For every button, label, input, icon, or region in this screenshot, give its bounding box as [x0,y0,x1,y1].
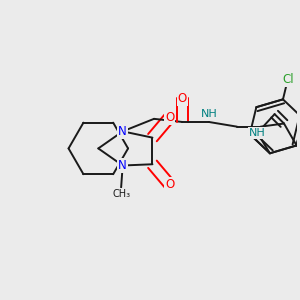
Text: NH: NH [200,109,217,119]
Text: N: N [118,159,127,172]
Text: O: O [165,178,174,191]
Text: NH: NH [249,128,266,138]
Text: O: O [178,92,187,105]
Text: N: N [118,125,127,138]
Text: CH₃: CH₃ [112,189,130,199]
Text: Cl: Cl [282,73,294,86]
Text: O: O [165,111,174,124]
